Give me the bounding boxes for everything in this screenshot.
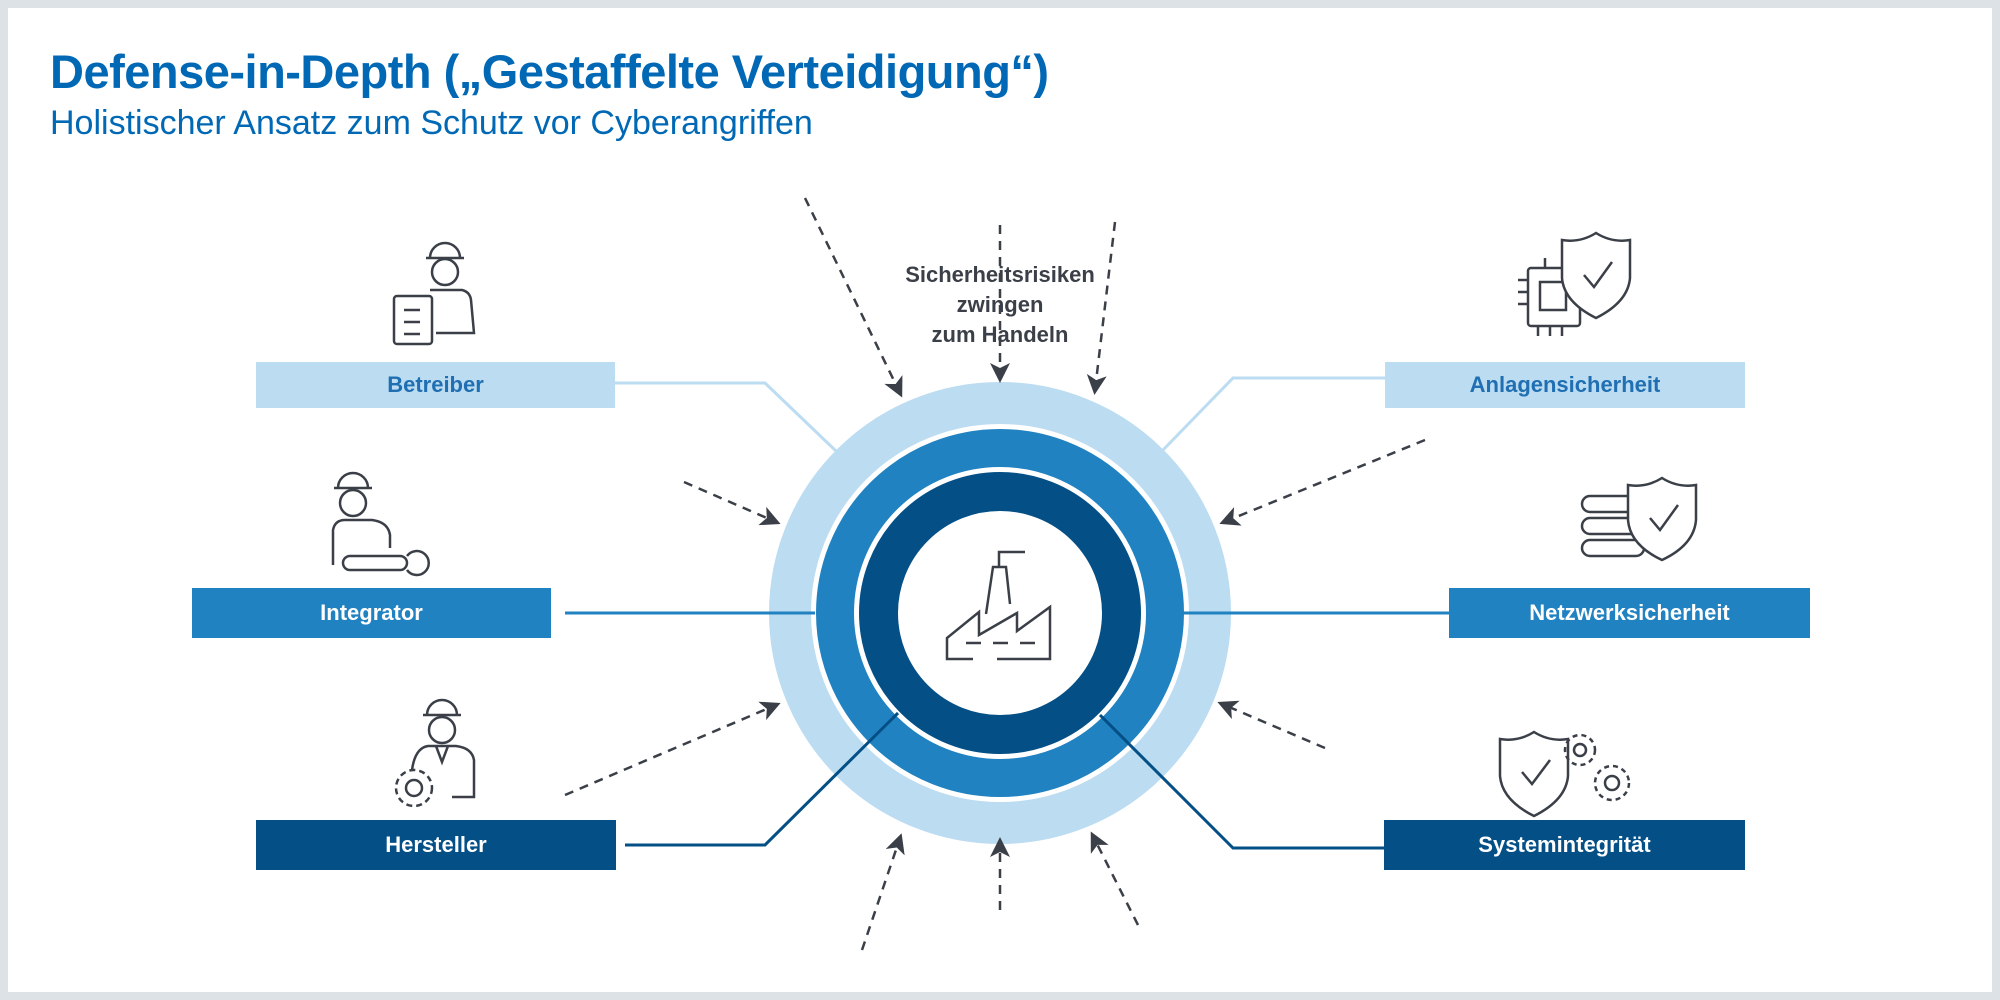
label-hersteller: Hersteller <box>256 820 616 870</box>
label-anlagensicherheit: Anlagensicherheit <box>1385 362 1745 408</box>
arrow <box>860 833 905 951</box>
worker-gear-icon <box>394 698 476 808</box>
arrow <box>1086 221 1117 395</box>
inner-ring <box>859 472 1141 754</box>
connector-hersteller <box>625 711 900 847</box>
server-shield-icon <box>1580 476 1698 562</box>
arrow <box>683 480 781 526</box>
page-subtitle: Holistischer Ansatz zum Schutz vor Cyber… <box>50 104 813 142</box>
chip-shield-icon <box>1518 231 1632 336</box>
middle-ring <box>816 429 1184 797</box>
label-integrator: Integrator <box>192 588 551 638</box>
connector-systemintegritaet <box>1098 713 1384 850</box>
arrow <box>1217 700 1326 750</box>
page-title: Defense-in-Depth („Gestaffelte Verteidig… <box>50 45 1049 98</box>
connector-anlagensicherheit <box>1161 376 1385 452</box>
arrow <box>1219 438 1426 526</box>
arrow <box>564 701 781 797</box>
worker-clipboard-icon <box>392 241 476 346</box>
risk-caption-line: Sicherheitsrisiken <box>905 262 1095 287</box>
risk-arrows <box>564 197 1426 951</box>
factory-icon <box>945 550 1052 661</box>
label-systemintegritaet: Systemintegrität <box>1384 820 1745 870</box>
risk-caption: Sicherheitsrisiken zwingen zum Handeln <box>850 260 1150 350</box>
arrow <box>1090 831 1140 926</box>
shield-gears-icon <box>1498 730 1631 818</box>
worker-wrench-icon <box>331 471 430 577</box>
arrow <box>803 197 903 398</box>
label-netzwerksicherheit: Netzwerksicherheit <box>1449 588 1810 638</box>
connector-betreiber <box>615 381 838 453</box>
risk-caption-line: zwingen <box>956 292 1044 317</box>
label-betreiber: Betreiber <box>256 362 615 408</box>
risk-caption-line: zum Handeln <box>931 322 1069 347</box>
